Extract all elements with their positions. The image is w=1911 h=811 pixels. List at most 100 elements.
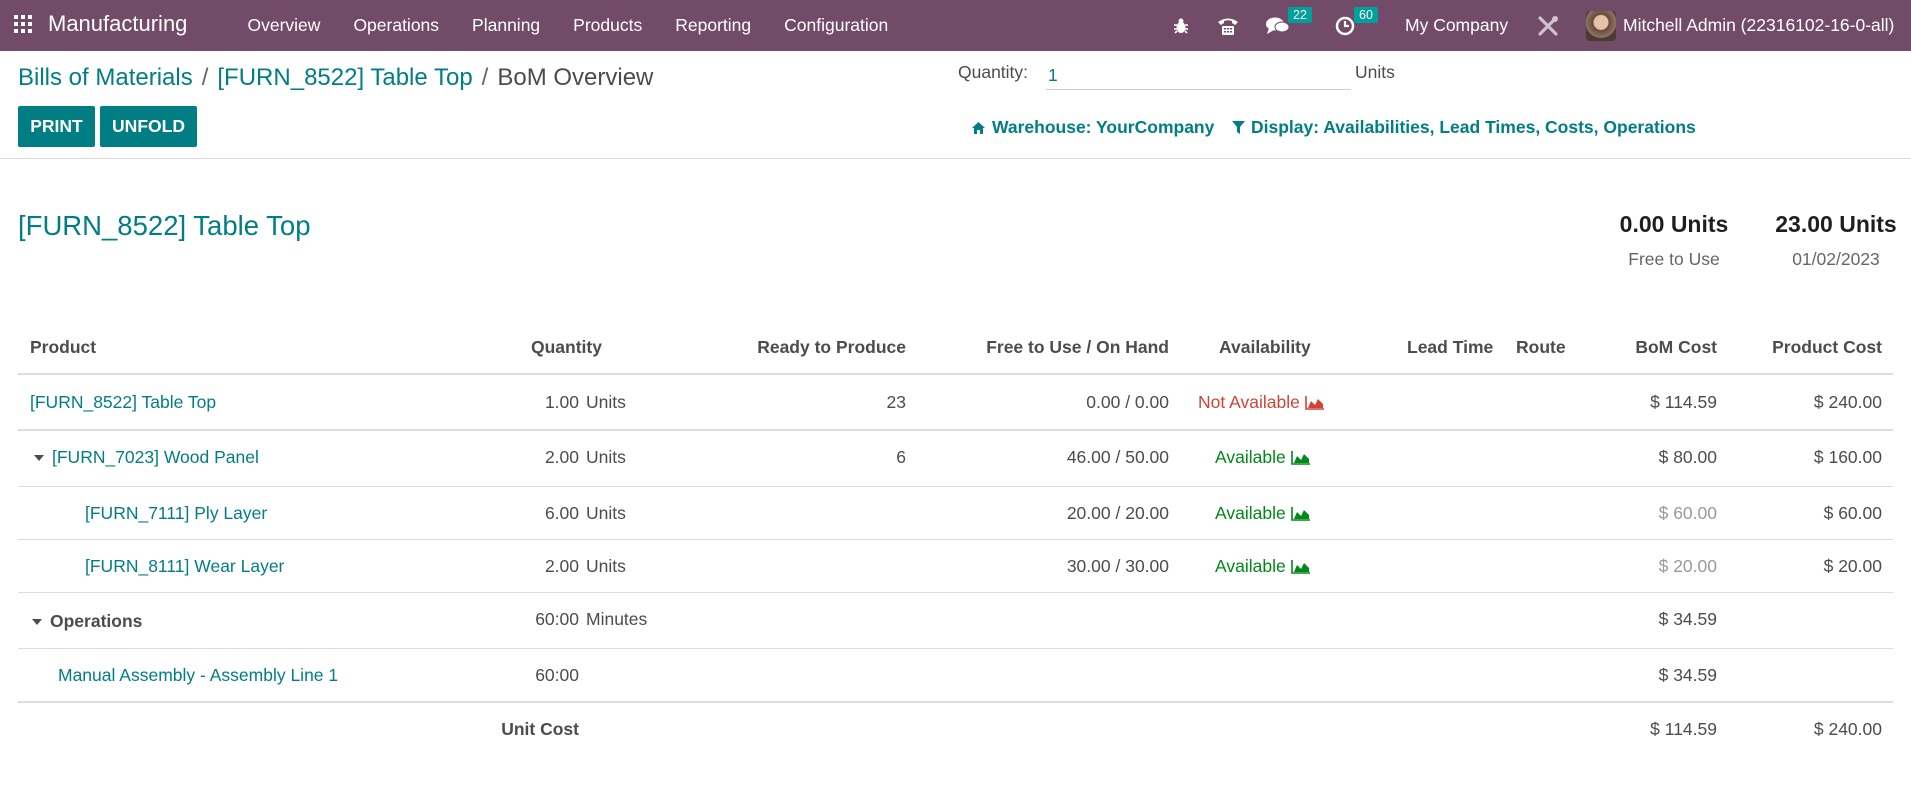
unfold-button[interactable]: UNFOLD (100, 106, 197, 147)
warehouse-filter-label: Warehouse: YourCompany (992, 117, 1215, 137)
phone-icon[interactable] (1217, 0, 1239, 51)
product-link[interactable]: [FURN_8111] Wear Layer (85, 556, 285, 576)
area-chart-icon (1305, 396, 1324, 410)
breadcrumb-product[interactable]: [FURN_8522] Table Top (217, 64, 473, 91)
product-link[interactable]: [FURN_8522] Table Top (30, 392, 217, 412)
breadcrumb: Bills of Materials / [FURN_8522] Table Top… (18, 64, 653, 92)
bug-icon[interactable] (1172, 0, 1190, 51)
row-qty: 6.00 (544, 503, 579, 523)
menu-configuration[interactable]: Configuration (784, 15, 889, 35)
col-bom-cost: BoM Cost (1635, 337, 1717, 357)
row-qty: 60:00 (535, 665, 579, 685)
menu-reporting[interactable]: Reporting (675, 15, 752, 35)
row-uom: Units (586, 447, 626, 467)
row-bom-cost: $ 80.00 (1658, 447, 1717, 467)
availability-label: Available (1215, 447, 1286, 467)
table-row: [FURN_8111] Wear Layer 2.00 Units 30.00 … (18, 540, 1893, 593)
company-switcher[interactable]: My Company (1405, 15, 1509, 35)
filter-icon (1232, 120, 1245, 134)
unit-cost-label: Unit Cost (501, 719, 579, 739)
row-qty: 2.00 (544, 447, 579, 467)
operation-link[interactable]: Manual Assembly - Assembly Line 1 (58, 665, 339, 685)
col-availability: Availability (1219, 337, 1311, 357)
table-footer: Unit Cost $ 114.59 $ 240.00 (18, 703, 1893, 755)
tools-icon[interactable] (1536, 0, 1560, 51)
col-lead-time: Lead Time (1407, 337, 1494, 357)
menu-operations[interactable]: Operations (353, 15, 440, 35)
row-uom: Minutes (586, 609, 648, 629)
table-row: Manual Assembly - Assembly Line 1 60:00 … (18, 649, 1893, 703)
area-chart-icon (1290, 507, 1310, 521)
breadcrumb-separator: / (481, 64, 489, 91)
row-ready: 23 (886, 392, 906, 412)
apps-grid-icon[interactable] (14, 15, 32, 33)
row-qty: 2.00 (544, 556, 579, 576)
row-free-on-hand: 46.00 / 50.00 (1066, 447, 1169, 467)
breadcrumb-separator: / (201, 64, 209, 91)
row-product-cost: $ 240.00 (1813, 392, 1882, 412)
row-product-cost: $ 60.00 (1823, 503, 1882, 523)
product-link[interactable]: [FURN_7023] Wood Panel (52, 447, 259, 467)
row-bom-cost: $ 34.59 (1658, 665, 1717, 685)
user-menu[interactable]: Mitchell Admin (22316102-16-0-all) (1586, 0, 1894, 51)
bom-table: Product Quantity Ready to Produce Free t… (18, 327, 1893, 755)
row-bom-cost: $ 34.59 (1658, 609, 1717, 629)
col-product: Product (30, 337, 97, 357)
quantity-input[interactable] (1046, 61, 1351, 90)
chat-icon[interactable] (1266, 0, 1290, 51)
row-expander[interactable]: [FURN_7023] Wood Panel (34, 447, 259, 468)
avatar (1586, 10, 1616, 41)
col-route: Route (1516, 337, 1566, 357)
menu-products[interactable]: Products (573, 15, 643, 35)
table-row: [FURN_8522] Table Top 1.00 Units 23 0.00… (18, 375, 1893, 431)
control-panel-divider (0, 158, 1911, 159)
top-navbar: Manufacturing Overview Operations Planni… (0, 0, 1911, 51)
table-row: [FURN_7111] Ply Layer 6.00 Units 20.00 /… (18, 487, 1893, 540)
unit-product-cost: $ 240.00 (1813, 719, 1882, 739)
availability-status[interactable]: Available (1215, 447, 1311, 468)
app-name[interactable]: Manufacturing (48, 11, 188, 36)
availability-status[interactable]: Available (1215, 503, 1311, 524)
availability-status[interactable]: Available (1215, 556, 1311, 577)
row-qty: 1.00 (544, 392, 579, 412)
home-icon (972, 121, 985, 134)
row-uom: Units (586, 392, 626, 412)
table-row: [FURN_7023] Wood Panel 2.00 Units 6 46.0… (18, 431, 1893, 487)
free-to-use-label: Free to Use (1628, 249, 1720, 269)
row-product-cost: $ 20.00 (1823, 556, 1882, 576)
caret-down-icon[interactable] (34, 455, 44, 462)
row-bom-cost: $ 20.00 (1658, 556, 1717, 576)
row-expander[interactable]: Operations (32, 611, 142, 632)
availability-label: Not Available (1198, 392, 1300, 412)
area-chart-icon (1290, 451, 1310, 465)
activities-badge: 60 (1354, 7, 1378, 23)
col-ready: Ready to Produce (757, 337, 906, 357)
row-free-on-hand: 0.00 / 0.00 (1086, 392, 1169, 412)
row-uom: Units (586, 503, 626, 523)
menu-overview[interactable]: Overview (247, 15, 321, 35)
messages-badge: 22 (1288, 7, 1312, 23)
clock-icon[interactable] (1335, 0, 1355, 51)
availability-status[interactable]: Not Available (1198, 392, 1325, 413)
user-name: Mitchell Admin (22316102-16-0-all) (1623, 15, 1895, 35)
menu-planning[interactable]: Planning (472, 15, 541, 35)
caret-down-icon[interactable] (32, 619, 42, 626)
row-ready: 6 (896, 447, 906, 467)
row-uom: Units (586, 556, 626, 576)
quantity-label: Quantity: (958, 62, 1029, 82)
print-button[interactable]: PRINT (18, 106, 95, 147)
area-chart-icon (1290, 560, 1310, 574)
table-row: Operations 60:00 Minutes $ 34.59 (18, 593, 1893, 649)
col-product-cost: Product Cost (1772, 337, 1882, 357)
row-qty: 60:00 (535, 609, 579, 629)
forecast-date: 01/02/2023 (1792, 249, 1880, 269)
breadcrumb-bills-of-materials[interactable]: Bills of Materials (18, 64, 193, 91)
product-link[interactable]: [FURN_7111] Ply Layer (85, 503, 268, 523)
quantity-unit: Units (1355, 62, 1395, 82)
row-free-on-hand: 30.00 / 30.00 (1066, 556, 1169, 576)
warehouse-filter[interactable]: Warehouse: YourCompany (971, 117, 1214, 138)
forecast-value: 23.00 Units (1775, 211, 1897, 237)
main-menu: Overview Operations Planning Products Re… (231, 0, 905, 51)
display-filter[interactable]: Display: Availabilities, Lead Times, Cos… (1232, 117, 1696, 138)
col-free-on-hand: Free to Use / On Hand (986, 337, 1169, 357)
